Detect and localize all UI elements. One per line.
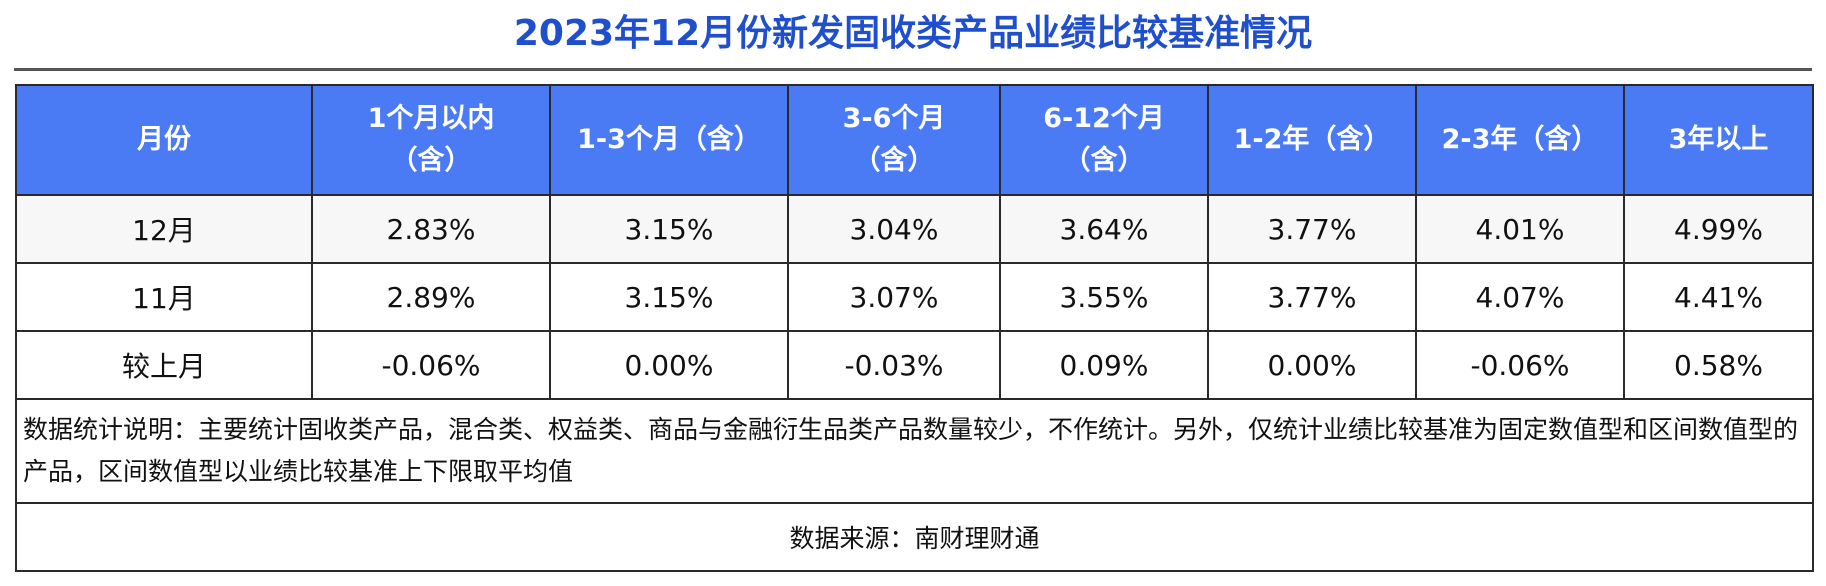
table-cell: -0.06% — [1415, 330, 1625, 400]
table-cell: 4.41% — [1623, 262, 1814, 332]
header-month: 月份 — [15, 84, 313, 196]
table-row: 12月 2.83% 3.15% 3.04% 3.64% 3.77% 4.01% … — [15, 194, 1814, 264]
table-cell: 0.09% — [999, 330, 1209, 400]
table-cell: 4.99% — [1623, 194, 1814, 264]
header-3-6-months: 3-6个月 （含） — [787, 84, 1001, 196]
table-cell: 3.64% — [999, 194, 1209, 264]
statistics-note: 数据统计说明：主要统计固收类产品，混合类、权益类、商品与金融衍生品类产品数量较少… — [15, 398, 1814, 504]
table-cell: 3.77% — [1207, 262, 1417, 332]
table-cell: 3.15% — [549, 262, 789, 332]
header-2-3-years: 2-3年（含） — [1415, 84, 1625, 196]
benchmark-table: 月份 1个月以内 （含） 1-3个月（含） 3-6个月 （含） 6-12个月 （含） … — [15, 84, 1814, 572]
table-cell: 2.83% — [311, 194, 551, 264]
row-label: 12月 — [15, 194, 313, 264]
table-cell: 4.07% — [1415, 262, 1625, 332]
header-6-12-months: 6-12个月 （含） — [999, 84, 1209, 196]
title-divider — [14, 68, 1812, 71]
table-cell: 4.01% — [1415, 194, 1625, 264]
source-row: 数据来源：南财理财通 — [15, 502, 1814, 572]
row-label: 较上月 — [15, 330, 313, 400]
header-1-3-months: 1-3个月（含） — [549, 84, 789, 196]
table-cell: 2.89% — [311, 262, 551, 332]
row-label: 11月 — [15, 262, 313, 332]
table-cell: -0.06% — [311, 330, 551, 400]
page-title: 2023年12月份新发固收类产品业绩比较基准情况 — [513, 13, 1313, 54]
header-1-2-years: 1-2年（含） — [1207, 84, 1417, 196]
table-cell: 3.15% — [549, 194, 789, 264]
header-row: 月份 1个月以内 （含） 1-3个月（含） 3-6个月 （含） 6-12个月 （含） … — [15, 84, 1814, 196]
note-row: 数据统计说明：主要统计固收类产品，混合类、权益类、商品与金融衍生品类产品数量较少… — [15, 398, 1814, 504]
table-cell: 3.77% — [1207, 194, 1417, 264]
table-cell: 3.04% — [787, 194, 1001, 264]
table-cell: 3.55% — [999, 262, 1209, 332]
table-cell: -0.03% — [787, 330, 1001, 400]
table-cell: 0.00% — [1207, 330, 1417, 400]
data-source: 数据来源：南财理财通 — [15, 502, 1814, 572]
table-row: 较上月 -0.06% 0.00% -0.03% 0.09% 0.00% -0.0… — [15, 330, 1814, 400]
table-row: 11月 2.89% 3.15% 3.07% 3.55% 3.77% 4.07% … — [15, 262, 1814, 332]
header-over-3-years: 3年以上 — [1623, 84, 1814, 196]
header-within-1-month: 1个月以内 （含） — [311, 84, 551, 196]
table-cell: 0.00% — [549, 330, 789, 400]
table-cell: 3.07% — [787, 262, 1001, 332]
table-cell: 0.58% — [1623, 330, 1814, 400]
